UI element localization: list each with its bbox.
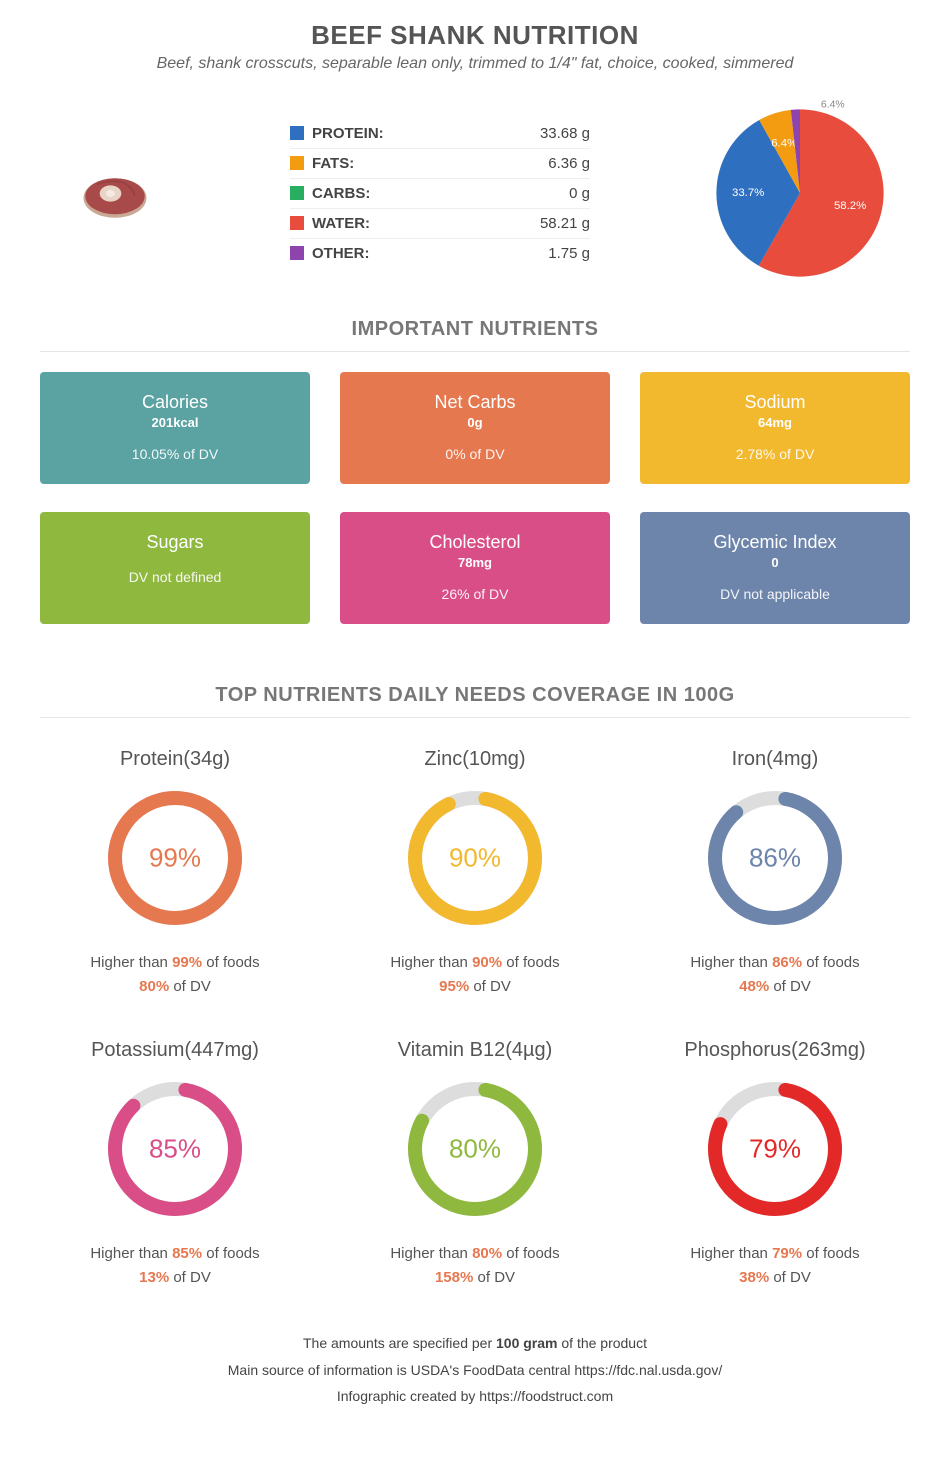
macro-row: OTHER:1.75 g <box>290 239 590 268</box>
nutrient-card: Sugars DV not defined <box>40 512 310 624</box>
donut-item: Phosphorus(263mg) 79% Higher than 79% of… <box>640 1039 910 1290</box>
divider <box>40 717 910 718</box>
card-dv: DV not defined <box>50 569 300 585</box>
donut-subtext: Higher than 90% of foods 95% of DV <box>340 951 610 999</box>
nutrient-card: Net Carbs 0g 0% of DV <box>340 372 610 484</box>
card-title: Sodium <box>650 392 900 413</box>
donut-percent: 99% <box>149 843 201 874</box>
nutrient-card: Cholesterol 78mg 26% of DV <box>340 512 610 624</box>
pie-slice-label: 58.2% <box>834 200 866 212</box>
donut-name: Phosphorus(263mg) <box>640 1039 910 1062</box>
card-dv: 2.78% of DV <box>650 446 900 462</box>
donut-name: Protein(34g) <box>40 748 310 771</box>
nutrient-card: Calories 201kcal 10.05% of DV <box>40 372 310 484</box>
donut-item: Zinc(10mg) 90% Higher than 90% of foods … <box>340 748 610 999</box>
macro-label: CARBS: <box>312 185 569 202</box>
color-swatch <box>290 186 304 200</box>
nutrient-cards: Calories 201kcal 10.05% of DV Net Carbs 0g 0%… <box>40 372 910 624</box>
donut-subtext: Higher than 80% of foods 158% of DV <box>340 1242 610 1290</box>
macro-table: PROTEIN:33.68 gFATS:6.36 gCARBS:0 gWATER… <box>290 119 590 268</box>
card-dv: DV not applicable <box>650 586 900 602</box>
coverage-title: TOP NUTRIENTS DAILY NEEDS COVERAGE IN 10… <box>40 684 910 707</box>
donut-subtext: Higher than 79% of foods 38% of DV <box>640 1242 910 1290</box>
card-value: 0g <box>350 415 600 430</box>
page-subtitle: Beef, shank crosscuts, separable lean on… <box>40 55 910 73</box>
food-image <box>40 143 190 243</box>
donut-name: Iron(4mg) <box>640 748 910 771</box>
nutrient-card: Glycemic Index 0 DV not applicable <box>640 512 910 624</box>
macro-value: 6.36 g <box>548 155 590 172</box>
donut-percent: 86% <box>749 843 801 874</box>
pie-outer-label: 6.4% <box>821 100 845 111</box>
donut-grid: Protein(34g) 99% Higher than 99% of food… <box>40 748 910 1290</box>
donut-name: Zinc(10mg) <box>340 748 610 771</box>
pie-chart: 58.2% 33.7% 6.4% 6.4% <box>690 98 910 288</box>
card-title: Net Carbs <box>350 392 600 413</box>
color-swatch <box>290 126 304 140</box>
card-title: Calories <box>50 392 300 413</box>
macro-row: CARBS:0 g <box>290 179 590 209</box>
macro-value: 1.75 g <box>548 245 590 262</box>
card-dv: 10.05% of DV <box>50 446 300 462</box>
card-title: Glycemic Index <box>650 532 900 553</box>
macro-label: WATER: <box>312 215 540 232</box>
macro-label: FATS: <box>312 155 548 172</box>
header: BEEF SHANK NUTRITION Beef, shank crosscu… <box>40 20 910 73</box>
card-value: 201kcal <box>50 415 300 430</box>
macro-value: 0 g <box>569 185 590 202</box>
card-title: Cholesterol <box>350 532 600 553</box>
donut-name: Vitamin B12(4µg) <box>340 1039 610 1062</box>
donut-percent: 79% <box>749 1134 801 1165</box>
card-dv: 26% of DV <box>350 586 600 602</box>
color-swatch <box>290 156 304 170</box>
macro-row: PROTEIN:33.68 g <box>290 119 590 149</box>
donut-percent: 80% <box>449 1134 501 1165</box>
important-nutrients-title: IMPORTANT NUTRIENTS <box>40 318 910 341</box>
macro-row: WATER:58.21 g <box>290 209 590 239</box>
donut-subtext: Higher than 99% of foods 80% of DV <box>40 951 310 999</box>
donut-name: Potassium(447mg) <box>40 1039 310 1062</box>
donut-item: Potassium(447mg) 85% Higher than 85% of … <box>40 1039 310 1290</box>
card-value: 78mg <box>350 555 600 570</box>
donut-percent: 85% <box>149 1134 201 1165</box>
macro-row: FATS:6.36 g <box>290 149 590 179</box>
card-value: 64mg <box>650 415 900 430</box>
macro-label: PROTEIN: <box>312 125 540 142</box>
donut-item: Iron(4mg) 86% Higher than 86% of foods 4… <box>640 748 910 999</box>
macro-label: OTHER: <box>312 245 548 262</box>
donut-item: Protein(34g) 99% Higher than 99% of food… <box>40 748 310 999</box>
macro-value: 33.68 g <box>540 125 590 142</box>
page-title: BEEF SHANK NUTRITION <box>40 20 910 51</box>
top-row: PROTEIN:33.68 gFATS:6.36 gCARBS:0 gWATER… <box>40 98 910 288</box>
card-dv: 0% of DV <box>350 446 600 462</box>
card-title: Sugars <box>50 532 300 553</box>
color-swatch <box>290 246 304 260</box>
macro-value: 58.21 g <box>540 215 590 232</box>
color-swatch <box>290 216 304 230</box>
divider <box>40 351 910 352</box>
pie-slice-label: 33.7% <box>732 187 764 199</box>
donut-item: Vitamin B12(4µg) 80% Higher than 80% of … <box>340 1039 610 1290</box>
donut-subtext: Higher than 86% of foods 48% of DV <box>640 951 910 999</box>
nutrient-card: Sodium 64mg 2.78% of DV <box>640 372 910 484</box>
card-value: 0 <box>650 555 900 570</box>
footer: The amounts are specified per 100 gram o… <box>40 1330 910 1410</box>
donut-subtext: Higher than 85% of foods 13% of DV <box>40 1242 310 1290</box>
donut-percent: 90% <box>449 843 501 874</box>
pie-slice-label: 6.4% <box>771 138 797 150</box>
